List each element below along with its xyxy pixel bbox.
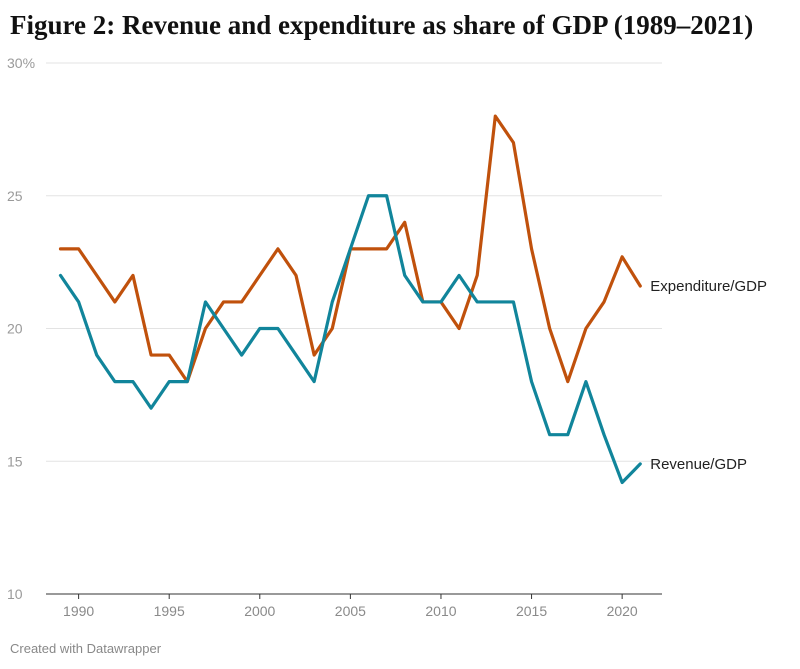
x-tick-label: 1990 [63,603,94,619]
series-lines [58,114,642,485]
x-tick-label: 2005 [335,603,366,619]
y-tick-label: 15 [7,453,23,469]
x-axis-ticks: 1990 1995 2000 2005 2010 2015 2020 [63,594,638,619]
grid-lines [46,62,662,595]
series-labels: Expenditure/GDP Revenue/GDP [650,278,767,473]
footer-credit: Created with Datawrapper [10,641,162,656]
x-tick-label: 2015 [516,603,547,619]
y-tick-label: 30% [7,55,35,71]
series-label-expenditure: Expenditure/GDP [650,278,767,295]
y-tick-label: 20 [7,321,23,337]
x-tick-label: 1995 [154,603,185,619]
x-tick-label: 2000 [244,603,275,619]
chart-title: Figure 2: Revenue and expenditure as sha… [10,10,754,40]
series-line-revenue [58,194,642,485]
x-tick-label: 2020 [607,603,638,619]
y-tick-label: 10 [7,586,23,602]
series-label-revenue: Revenue/GDP [650,456,747,473]
y-axis-ticks: 10 15 20 25 30% [7,55,35,602]
x-tick-label: 2010 [425,603,456,619]
y-tick-label: 25 [7,188,23,204]
